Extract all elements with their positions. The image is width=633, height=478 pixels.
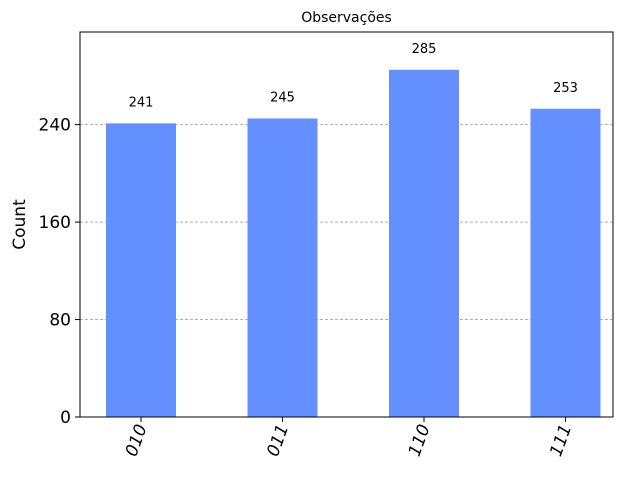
y-tick-label: 0 (60, 408, 71, 428)
y-axis-label: Count (10, 199, 30, 250)
bar-011 (247, 118, 318, 417)
data-label-010: 241 (129, 95, 154, 110)
bars (106, 69, 601, 418)
data-label-011: 245 (270, 91, 295, 106)
grid-lines (80, 124, 613, 321)
bar-111 (530, 108, 601, 417)
y-tick-label: 80 (49, 311, 71, 331)
data-labels: 241 245 285 253 (129, 42, 578, 111)
data-label-111: 253 (553, 81, 578, 96)
bar-110 (389, 69, 459, 418)
y-axis-ticks: 0 80 160 240 (39, 116, 80, 428)
plot-frame (79, 31, 614, 418)
bar-010 (106, 123, 176, 417)
y-tick-label: 240 (39, 116, 71, 136)
y-tick-label: 160 (39, 213, 71, 233)
data-label-110: 285 (412, 42, 437, 57)
chart-title: Observações (301, 10, 392, 26)
